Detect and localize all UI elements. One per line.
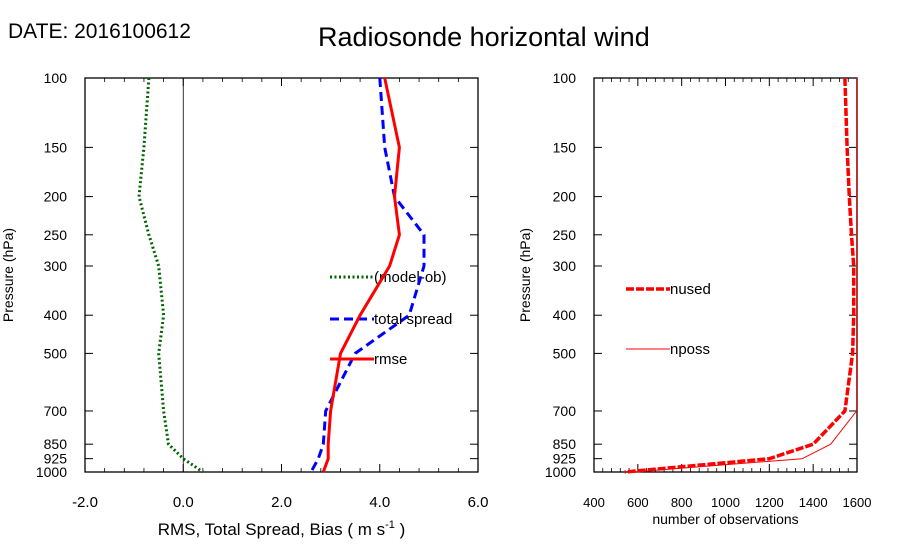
y-tick-label: 925 — [553, 451, 577, 467]
x-tick-label: 1000 — [711, 495, 740, 510]
series-line-total-spread — [309, 77, 426, 473]
y-tick-label: 200 — [553, 189, 577, 205]
chart-title: Radiosonde horizontal wind — [318, 22, 650, 52]
x-tick-label: 400 — [583, 495, 605, 510]
x-tick-label: 2.0 — [271, 494, 292, 511]
y-tick-label: 400 — [44, 307, 68, 323]
y-tick-label: 300 — [44, 258, 68, 274]
x-axis-label: number of observations — [652, 511, 798, 527]
y-tick-label: 925 — [44, 451, 68, 467]
legend-label: rmse — [374, 351, 407, 368]
date-label: DATE: 2016100612 — [8, 20, 191, 43]
x-tick-label: 4.0 — [369, 494, 390, 511]
y-tick-label: 500 — [553, 345, 577, 361]
series-line-model-ob — [137, 77, 204, 474]
y-tick-label: 150 — [44, 139, 68, 155]
x-tick-label: 1600 — [843, 495, 872, 510]
x-tick-label: 6.0 — [468, 494, 489, 511]
x-tick-label: 600 — [627, 495, 649, 510]
y-tick-label: 700 — [44, 403, 68, 419]
y-tick-label: 850 — [44, 436, 68, 452]
y-tick-label: 500 — [44, 345, 68, 361]
y-tick-label: 200 — [44, 189, 68, 205]
y-tick-label: 400 — [553, 307, 577, 323]
x-tick-label: 1200 — [755, 495, 784, 510]
series-line-rmse — [321, 77, 401, 473]
x-tick-label: -2.0 — [72, 494, 98, 511]
y-tick-label: 250 — [44, 227, 68, 243]
plot-frame — [593, 77, 858, 473]
y-tick-label: 100 — [553, 70, 577, 86]
y-tick-label: 850 — [553, 436, 577, 452]
y-tick-label: 300 — [553, 258, 577, 274]
y-tick-label: 150 — [553, 139, 577, 155]
x-tick-label: 0.0 — [173, 494, 194, 511]
y-tick-label: 700 — [553, 403, 577, 419]
y-tick-label: 1000 — [545, 464, 576, 480]
series-line-nposs — [633, 78, 858, 473]
y-axis-label: Pressure (hPa) — [517, 228, 533, 322]
legend-label: nused — [670, 281, 711, 298]
y-tick-label: 1000 — [36, 464, 67, 480]
legend-label: (model-ob) — [374, 269, 447, 286]
series-line-nused — [624, 77, 856, 474]
y-axis-label: Pressure (hPa) — [0, 228, 16, 322]
y-tick-label: 100 — [44, 70, 68, 86]
x-axis-label: RMS, Total Spread, Bias ( m s-1 ) — [158, 519, 406, 539]
legend-label: nposs — [670, 341, 710, 358]
legend-label: total spread — [374, 311, 452, 328]
y-tick-label: 250 — [553, 227, 577, 243]
x-tick-label: 800 — [671, 495, 693, 510]
x-tick-label: 1400 — [799, 495, 828, 510]
